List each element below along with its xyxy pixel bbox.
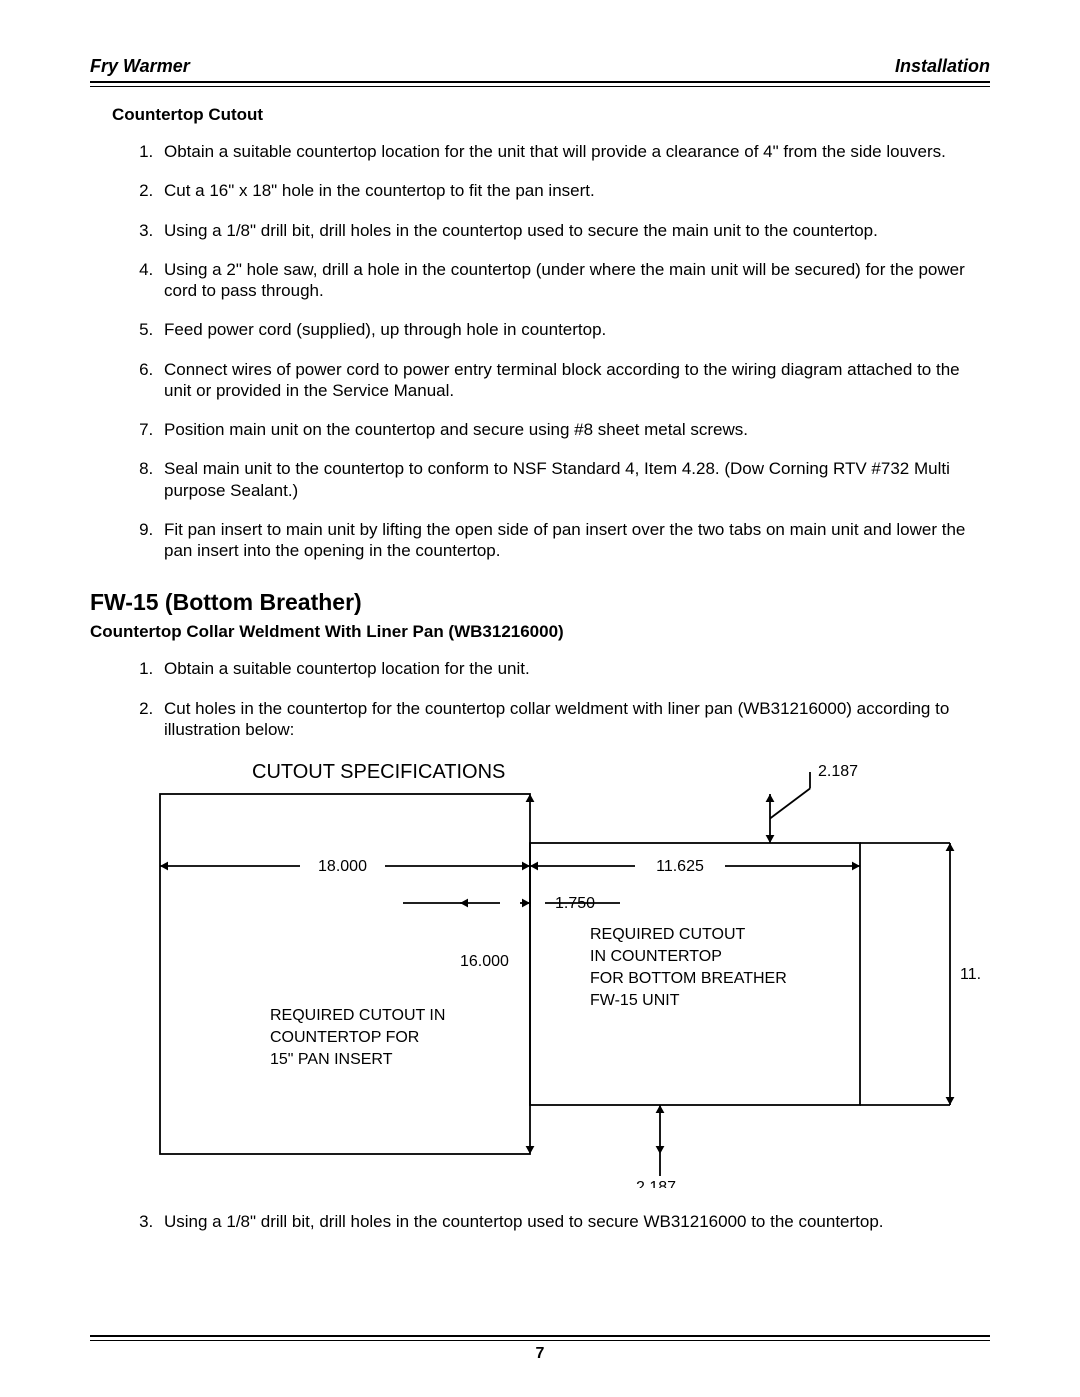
svg-text:18.000: 18.000 [318, 858, 367, 875]
svg-text:11.625: 11.625 [960, 966, 980, 983]
cutout-spec-diagram: CUTOUT SPECIFICATIONS18.00011.6251.75016… [140, 758, 990, 1193]
list-item: Obtain a suitable countertop location fo… [158, 141, 968, 162]
list-item: Seal main unit to the countertop to conf… [158, 458, 968, 501]
svg-text:REQUIRED CUTOUT: REQUIRED CUTOUT [590, 926, 745, 943]
svg-text:16.000: 16.000 [460, 953, 509, 970]
svg-text:CUTOUT SPECIFICATIONS: CUTOUT SPECIFICATIONS [252, 761, 505, 783]
list-item: Using a 1/8" drill bit, drill holes in t… [158, 220, 968, 241]
svg-text:REQUIRED CUTOUT IN: REQUIRED CUTOUT IN [270, 1007, 445, 1024]
svg-text:2.187: 2.187 [636, 1179, 676, 1188]
running-header: Fry Warmer Installation [90, 56, 990, 81]
page-number: 7 [0, 1345, 1080, 1363]
svg-text:11.625: 11.625 [656, 858, 704, 875]
header-left: Fry Warmer [90, 56, 190, 77]
list-item: Fit pan insert to main unit by lifting t… [158, 519, 968, 562]
list-item: Obtain a suitable countertop location fo… [158, 658, 968, 679]
list-item: Using a 2" hole saw, drill a hole in the… [158, 259, 968, 302]
list-item: Cut a 16" x 18" hole in the countertop t… [158, 180, 968, 201]
header-right: Installation [895, 56, 990, 77]
countertop-cutout-steps: Obtain a suitable countertop location fo… [128, 141, 990, 561]
svg-text:FOR BOTTOM BREATHER: FOR BOTTOM BREATHER [590, 970, 787, 987]
svg-text:15" PAN INSERT: 15" PAN INSERT [270, 1051, 393, 1068]
header-rule [90, 81, 990, 87]
svg-text:IN COUNTERTOP: IN COUNTERTOP [590, 948, 722, 965]
svg-text:COUNTERTOP FOR: COUNTERTOP FOR [270, 1029, 419, 1046]
svg-text:FW-15 UNIT: FW-15 UNIT [590, 992, 680, 1009]
fw15-steps-b: Using a 1/8" drill bit, drill holes in t… [128, 1211, 990, 1232]
fw15-steps-a: Obtain a suitable countertop location fo… [128, 658, 990, 740]
list-item: Cut holes in the countertop for the coun… [158, 698, 968, 741]
svg-text:2.187: 2.187 [818, 763, 858, 780]
fw15-heading: FW-15 (Bottom Breather) [90, 589, 990, 616]
list-item: Using a 1/8" drill bit, drill holes in t… [158, 1211, 968, 1232]
countertop-cutout-heading: Countertop Cutout [112, 105, 990, 125]
list-item: Position main unit on the countertop and… [158, 419, 968, 440]
fw15-subheading: Countertop Collar Weldment With Liner Pa… [90, 622, 990, 642]
footer-rule [90, 1335, 990, 1341]
list-item: Connect wires of power cord to power ent… [158, 359, 968, 402]
list-item: Feed power cord (supplied), up through h… [158, 319, 968, 340]
